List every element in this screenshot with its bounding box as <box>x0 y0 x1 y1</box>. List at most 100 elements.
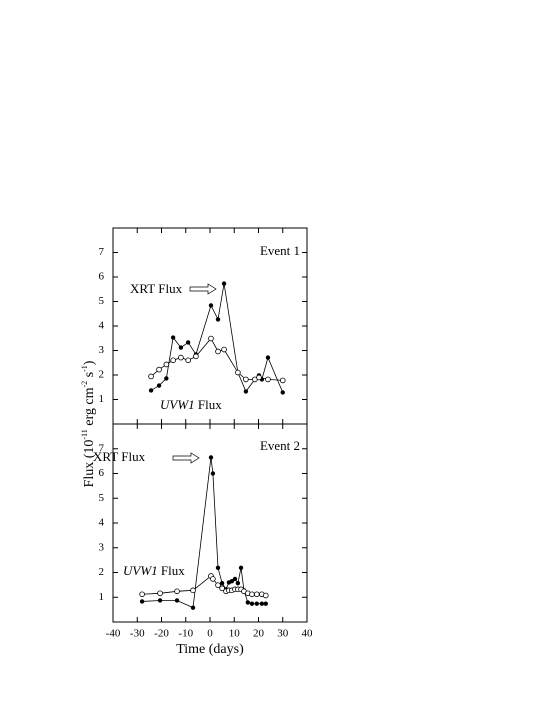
data-point <box>215 565 221 570</box>
y-label-part: ) <box>82 360 97 365</box>
data-point <box>262 592 269 599</box>
data-point <box>210 576 216 582</box>
uvw1-label: UVW1 Flux <box>160 397 222 412</box>
data-point <box>238 565 244 570</box>
y-tick-label: 6 <box>99 271 105 283</box>
y-label-sup: -1 <box>80 365 89 372</box>
y-label-part: s <box>82 372 97 381</box>
data-point <box>249 601 255 606</box>
y-label-sup: -11 <box>80 429 89 439</box>
data-point <box>254 601 260 606</box>
y-tick-label: 1 <box>99 393 105 405</box>
data-point <box>174 598 180 603</box>
uvw1-text: Flux <box>161 563 185 578</box>
data-point <box>259 601 265 606</box>
arrow <box>172 452 200 464</box>
y-tick-label: 7 <box>99 442 105 454</box>
data-point <box>229 578 235 584</box>
panel-annotation: Event 2 <box>260 438 300 453</box>
data-point <box>208 455 214 460</box>
data-point <box>148 388 154 393</box>
data-point <box>243 376 249 383</box>
x-tick-label: -20 <box>154 628 169 640</box>
data-point <box>280 390 285 395</box>
data-point <box>215 317 221 322</box>
data-point <box>254 591 260 598</box>
y-tick-label: 2 <box>99 369 105 381</box>
data-point <box>139 591 145 598</box>
data-point <box>164 376 169 381</box>
y-tick-label: 7 <box>99 246 105 258</box>
y-tick-label: 5 <box>99 492 105 504</box>
data-point <box>215 348 221 355</box>
data-point <box>156 366 162 373</box>
data-point <box>279 377 286 384</box>
data-point <box>178 354 184 361</box>
data-point <box>235 369 241 376</box>
x-tick-label: 10 <box>229 628 241 640</box>
data-point <box>219 585 225 592</box>
y-tick-label: 4 <box>99 320 105 332</box>
data-point <box>243 389 249 394</box>
x-tick-label: -30 <box>130 628 145 640</box>
y-tick-label: 2 <box>99 566 105 578</box>
data-point <box>156 383 162 388</box>
y-axis-label: Flux (10-11 erg cm-2 s-1) <box>80 360 97 487</box>
data-point <box>174 588 180 595</box>
data-point <box>232 576 238 582</box>
y-tick-label: 6 <box>99 467 105 479</box>
uvw1-label: UVW1 Flux <box>123 563 185 578</box>
data-point <box>215 582 221 588</box>
series-line <box>142 457 266 609</box>
y-tick-label: 3 <box>99 541 105 553</box>
y-tick-label: 4 <box>99 517 105 529</box>
x-tick-label: 30 <box>277 628 289 640</box>
uvw1-italic: UVW1 <box>160 397 195 412</box>
arrow <box>189 283 217 295</box>
data-point <box>221 281 227 286</box>
x-tick-label: 0 <box>207 628 213 640</box>
x-tick-label: -10 <box>178 628 193 640</box>
y-tick-label: 1 <box>99 591 105 603</box>
x-axis-label: Time (days) <box>176 642 244 657</box>
data-point <box>245 600 251 605</box>
data-point <box>193 353 199 360</box>
x-tick-label: 40 <box>302 628 314 640</box>
xrt-label: XRT Flux <box>130 281 183 296</box>
data-point <box>210 471 216 476</box>
data-point <box>235 580 241 586</box>
y-label-part: erg cm <box>82 387 97 429</box>
data-point <box>157 590 163 597</box>
data-point <box>190 605 196 610</box>
data-point <box>170 357 176 364</box>
data-point <box>249 591 255 598</box>
data-point <box>185 340 191 345</box>
data-point <box>148 373 154 380</box>
data-point <box>265 376 271 383</box>
data-point <box>163 361 170 368</box>
data-point <box>208 303 214 308</box>
data-point <box>157 598 163 603</box>
x-tick-label: -40 <box>106 628 121 640</box>
x-tick-label: 20 <box>253 628 265 640</box>
xrt-label: XRT Flux <box>93 449 146 464</box>
data-point <box>190 587 196 594</box>
data-point <box>208 335 214 342</box>
data-point <box>178 345 184 350</box>
data-point <box>256 374 262 381</box>
series-line <box>150 283 284 393</box>
y-tick-label: 3 <box>99 344 105 356</box>
y-label-part: Flux (10 <box>82 440 97 488</box>
uvw1-text: Flux <box>198 397 222 412</box>
data-point <box>221 346 227 353</box>
y-label-sup: -2 <box>80 381 89 388</box>
data-point <box>263 601 268 606</box>
data-point <box>219 580 225 586</box>
y-tick-label: 5 <box>99 295 105 307</box>
panel-annotation: Event 1 <box>260 243 300 258</box>
data-point <box>265 355 271 360</box>
uvw1-italic: UVW1 <box>123 563 158 578</box>
data-point <box>185 357 191 364</box>
